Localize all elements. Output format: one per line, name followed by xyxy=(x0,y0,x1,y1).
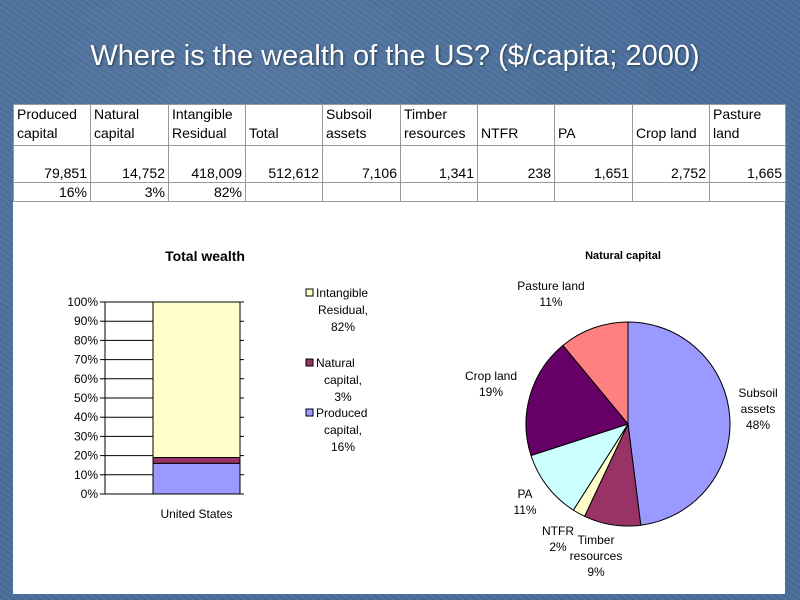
header-cell: Timber resources xyxy=(400,104,478,146)
legend-label: Natural xyxy=(316,356,355,370)
pie-label: resources xyxy=(570,549,623,563)
legend-swatch xyxy=(305,358,314,367)
content-panel: Produced capital Natural capital Intangibl… xyxy=(13,104,786,594)
pie-label: 11% xyxy=(513,503,536,517)
percent-cell: 16% xyxy=(13,182,91,202)
bar-segment xyxy=(152,457,241,464)
legend-swatch xyxy=(305,408,314,417)
pie-label: PA xyxy=(517,487,532,501)
y-tick-label: 70% xyxy=(74,353,98,367)
x-category-label: United States xyxy=(160,507,232,521)
y-tick-label: 60% xyxy=(74,372,98,386)
bar-segment xyxy=(152,301,241,459)
bar-chart-title: Total wealth xyxy=(165,248,245,264)
bar-segment xyxy=(152,462,241,495)
value-cell: 512,612 xyxy=(245,164,323,183)
table-spacer-row xyxy=(13,145,786,164)
pie-slice xyxy=(525,344,629,457)
header-cell: Natural capital xyxy=(90,104,169,146)
legend-label: capital, xyxy=(324,423,362,437)
value-cell: 418,009 xyxy=(168,164,246,183)
pie-label: assets xyxy=(741,402,776,416)
legend-label: 16% xyxy=(331,440,355,454)
header-cell: Pasture land xyxy=(709,104,786,146)
header-cell: Produced capital xyxy=(13,104,91,146)
pie-label: 11% xyxy=(539,295,562,309)
pie-label: 48% xyxy=(746,418,770,432)
pie-label: Pasture land xyxy=(517,279,584,293)
y-tick-label: 20% xyxy=(74,449,98,463)
pie-slice xyxy=(627,321,731,526)
wealth-table: Produced capital Natural capital Intangibl… xyxy=(13,104,786,202)
legend-label: 82% xyxy=(331,320,355,334)
header-cell: Intangible Residual xyxy=(168,104,246,146)
legend-label: Residual, xyxy=(318,303,368,317)
value-cell: 79,851 xyxy=(13,164,91,183)
y-tick-label: 10% xyxy=(74,468,98,482)
legend-label: Intangible xyxy=(316,286,368,300)
pie-label: Timber xyxy=(578,533,615,547)
y-tick-label: 80% xyxy=(74,333,98,347)
header-cell: Subsoil assets xyxy=(322,104,401,146)
y-tick-label: 40% xyxy=(74,410,98,424)
y-tick-label: 30% xyxy=(74,429,98,443)
pie-chart-title: Natural capital xyxy=(585,250,661,262)
pie-label: Crop land xyxy=(465,369,517,383)
legend-label: Produced xyxy=(316,406,367,420)
pie-label: 9% xyxy=(587,565,605,579)
y-tick-label: 100% xyxy=(67,295,98,309)
charts-canvas: Total wealth 0% 10% 20% 30% 40% 50% 60% 70% 80% 90… xyxy=(67,248,777,579)
pie-slice xyxy=(530,423,630,511)
y-tick-label: 50% xyxy=(74,391,98,405)
slide-title: Where is the wealth of the US? ($/capita… xyxy=(90,40,700,72)
pie-label: NTFR xyxy=(542,524,574,538)
table-percent-row: 16% 3% 82% xyxy=(13,182,786,202)
pie-label: Subsoil xyxy=(738,386,777,400)
table-header-row: Produced capital Natural capital Intangibl… xyxy=(13,104,786,146)
legend-label: 3% xyxy=(334,390,352,404)
percent-cell: 82% xyxy=(168,182,246,202)
pie-label: 2% xyxy=(549,540,567,554)
header-cell: Crop land xyxy=(632,104,710,146)
header-cell: PA xyxy=(554,104,633,146)
table-values-row: 79,851 14,752 418,009 512,612 7,106 1,34… xyxy=(13,164,786,183)
value-cell: 1,341 xyxy=(400,164,478,183)
pie-slice xyxy=(562,321,629,426)
percent-cell xyxy=(709,182,786,202)
legend-label: capital, xyxy=(324,373,362,387)
y-tick-label: 90% xyxy=(74,314,98,328)
header-cell: Total xyxy=(245,104,323,146)
pie-label: 19% xyxy=(479,385,503,399)
legend-swatch xyxy=(305,288,314,297)
y-tick-label: 0% xyxy=(81,487,99,501)
